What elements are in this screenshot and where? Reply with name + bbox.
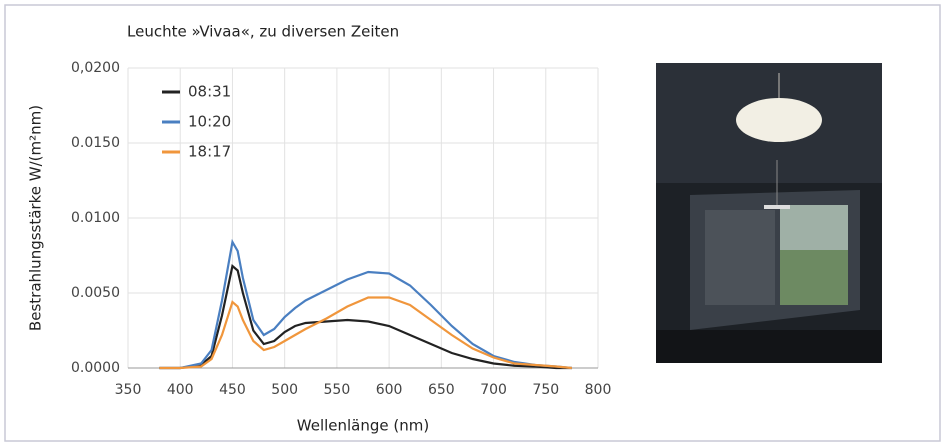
y-axis-label: Bestrahlungsstärke W/(m²nm)	[27, 105, 45, 331]
y-tick-label: 0.0050	[71, 285, 120, 301]
y-tick-label: 0.0000	[71, 360, 120, 376]
x-tick-label: 400	[167, 382, 194, 398]
x-tick-label: 550	[324, 382, 351, 398]
photo	[656, 63, 882, 363]
x-tick-label: 700	[480, 382, 507, 398]
x-tick-label: 650	[428, 382, 455, 398]
x-tick-label: 500	[271, 382, 298, 398]
y-tick-label: 0.0100	[71, 210, 120, 226]
y-tick-label: 0.0150	[71, 135, 120, 151]
legend-label: 18:17	[188, 143, 231, 161]
x-tick-label: 600	[376, 382, 403, 398]
x-tick-label: 350	[115, 382, 142, 398]
x-axis-label: Wellenlänge (nm)	[297, 417, 429, 435]
y-tick-label: 0,0200	[71, 60, 120, 76]
legend-label: 08:31	[188, 83, 231, 101]
chart: Leuchte »Vivaa«, zu diversen Zeiten Best…	[0, 0, 947, 448]
x-tick-label: 450	[219, 382, 246, 398]
chart-title: Leuchte »Vivaa«, zu diversen Zeiten	[127, 23, 399, 41]
x-tick-label: 750	[532, 382, 559, 398]
x-tick-label: 800	[585, 382, 612, 398]
legend-label: 10:20	[188, 113, 231, 131]
